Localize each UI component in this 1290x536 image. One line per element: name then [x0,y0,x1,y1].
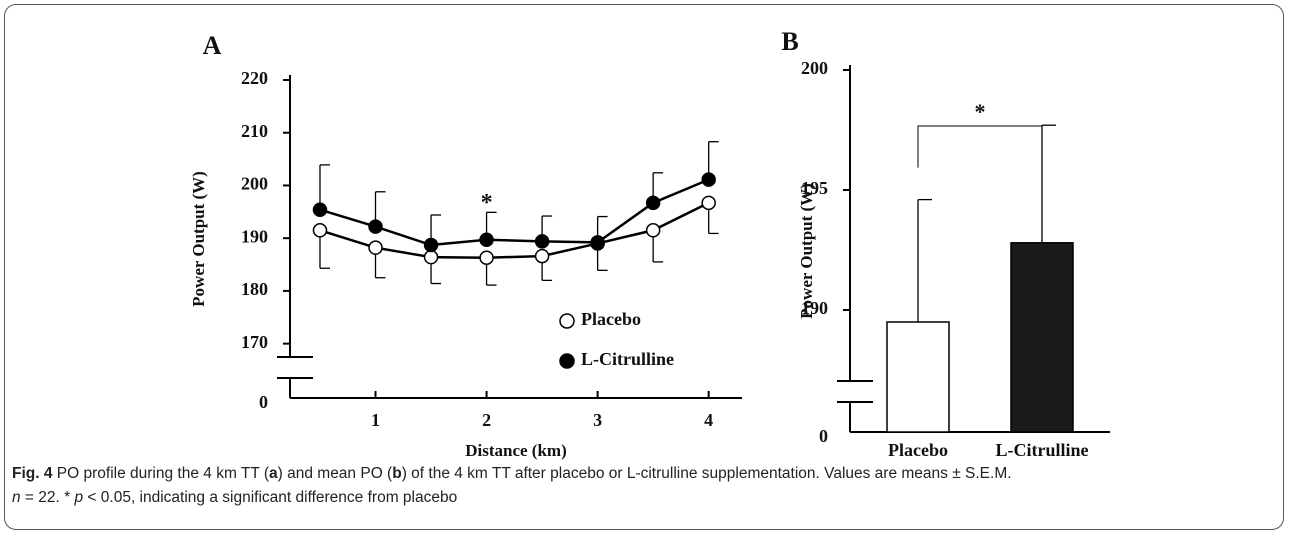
y-tick-label: 190 [241,226,268,246]
caption: Fig. 4 PO profile during the 4 km TT (a)… [12,462,1274,510]
caption-text: ) of the 4 km TT after placebo or L-citr… [401,465,1012,482]
y-tick-label: 210 [241,121,268,141]
caption-text: n [12,489,21,506]
caption-text: p [74,489,84,506]
caption-text: = 22. * [20,489,75,506]
panel-label: B [781,27,798,56]
x-tick-label: 2 [482,410,491,430]
marker [701,195,716,211]
marker [312,202,328,217]
marker [701,172,716,187]
series-line [319,178,710,247]
legend-marker [559,313,575,329]
marker [590,235,605,250]
caption-text: b [392,465,402,482]
x-tick-label: 3 [593,410,602,430]
marker [645,223,661,238]
panel-label: A [203,31,222,60]
marker [368,219,383,234]
annotation: * [481,190,493,216]
y-tick-label: 200 [241,174,268,194]
caption-text: PO profile during the 4 km TT ( [56,465,270,482]
y-tick-label: 190 [801,298,828,318]
marker [645,195,661,211]
caption-text: < 0.05, indicating a significant differe… [83,489,458,506]
legend-label: Placebo [581,309,641,329]
significance-bracket [917,125,1043,168]
x-tick-label: 4 [704,410,713,430]
y-tick-label: 0 [819,426,828,446]
series-line [319,201,710,259]
marker [423,249,439,265]
caption-text: a [269,465,278,482]
caption-label: Fig. 4 [12,465,53,482]
marker [534,248,550,264]
y-tick-label: 0 [259,392,268,412]
y-axis-label: Power Output (W) [189,171,208,307]
bar [886,321,950,433]
annotation: * [975,99,986,124]
legend-label: L-Citrulline [581,349,674,369]
marker [479,232,494,248]
x-tick-label: L-Citrulline [996,440,1089,460]
legend-marker [559,353,575,369]
y-tick-label: 180 [241,279,268,299]
figure-frame [4,4,1284,530]
bar [1010,242,1074,433]
y-tick-label: 200 [801,58,828,78]
x-tick-label: 1 [371,410,380,430]
marker [312,223,328,238]
y-tick-label: 220 [241,68,268,88]
marker [534,234,550,249]
marker [368,240,383,255]
caption-text: ) and mean PO ( [277,465,393,482]
y-tick-label: 170 [241,332,268,352]
y-axis-label: Power Output (W) [797,183,816,319]
y-tick-label: 195 [801,178,828,198]
x-tick-label: Placebo [888,440,948,460]
marker [479,250,494,265]
marker [423,237,439,253]
x-axis-label: Distance (km) [465,441,567,460]
